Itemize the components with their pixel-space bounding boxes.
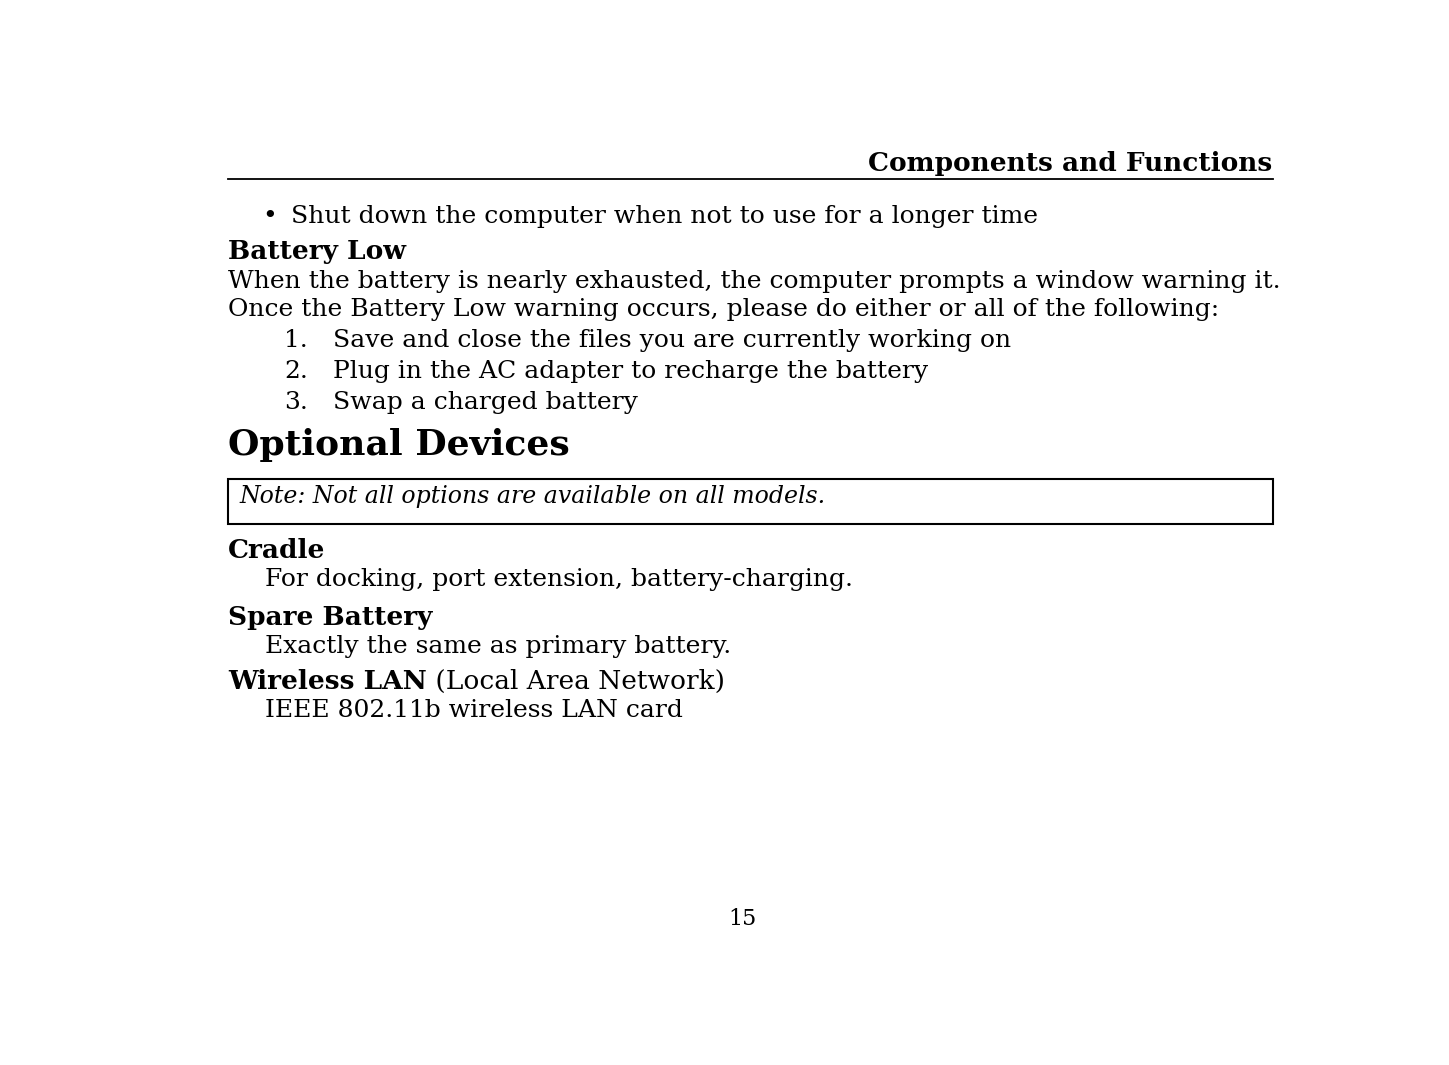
Text: Cradle: Cradle <box>229 538 326 562</box>
Text: 2.: 2. <box>284 360 309 383</box>
Text: Battery Low: Battery Low <box>229 240 406 264</box>
Text: IEEE 802.11b wireless LAN card: IEEE 802.11b wireless LAN card <box>265 700 684 722</box>
Text: 3.: 3. <box>284 391 309 414</box>
Text: Save and close the files you are currently working on: Save and close the files you are current… <box>333 329 1011 351</box>
FancyBboxPatch shape <box>229 479 1272 524</box>
Text: Optional Devices: Optional Devices <box>229 428 569 462</box>
Text: Note: Not all options are available on all models.: Note: Not all options are available on a… <box>239 485 826 508</box>
Text: Shut down the computer when not to use for a longer time: Shut down the computer when not to use f… <box>291 204 1037 228</box>
Text: Components and Functions: Components and Functions <box>868 151 1272 176</box>
Text: •: • <box>262 204 277 228</box>
Text: When the battery is nearly exhausted, the computer prompts a window warning it.: When the battery is nearly exhausted, th… <box>229 271 1281 294</box>
Text: 15: 15 <box>729 907 756 930</box>
Text: 1.: 1. <box>284 329 309 351</box>
Text: Exactly the same as primary battery.: Exactly the same as primary battery. <box>265 635 732 657</box>
Text: For docking, port extension, battery-charging.: For docking, port extension, battery-cha… <box>265 568 853 591</box>
Text: Spare Battery: Spare Battery <box>229 605 433 630</box>
Text: (Local Area Network): (Local Area Network) <box>427 669 724 694</box>
Text: Once the Battery Low warning occurs, please do either or all of the following:: Once the Battery Low warning occurs, ple… <box>229 297 1220 321</box>
Text: Plug in the AC adapter to recharge the battery: Plug in the AC adapter to recharge the b… <box>333 360 927 383</box>
Text: Swap a charged battery: Swap a charged battery <box>333 391 638 414</box>
Text: Wireless LAN: Wireless LAN <box>229 669 427 694</box>
